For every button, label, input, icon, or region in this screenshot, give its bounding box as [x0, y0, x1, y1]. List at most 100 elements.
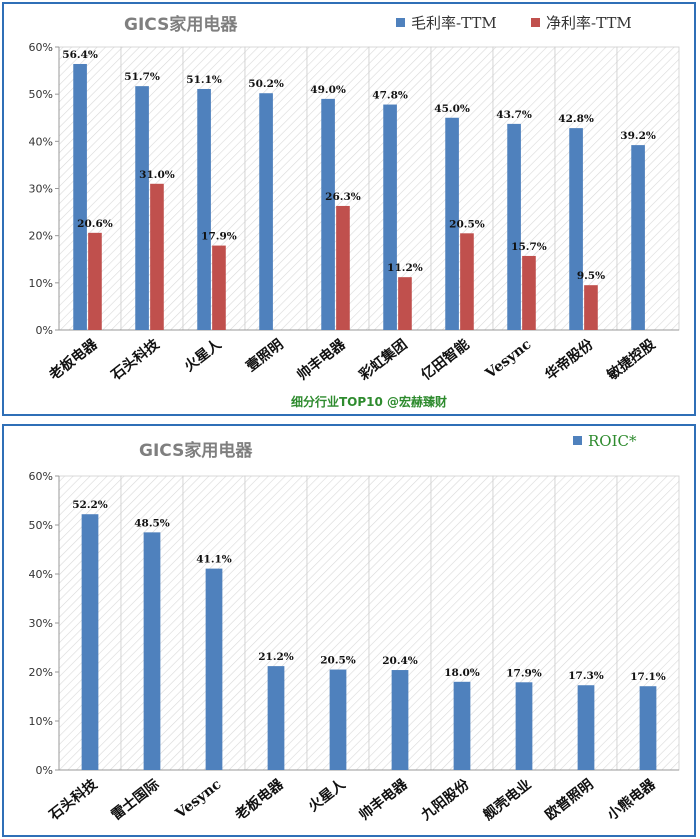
x-tick-label: 雷士国际 [108, 776, 163, 824]
data-label: 11.2% [387, 262, 423, 274]
x-tick-label: 老板电器 [232, 775, 287, 823]
data-label: 49.0% [310, 84, 346, 96]
data-label: 20.6% [77, 218, 113, 230]
data-label: 41.1% [196, 554, 232, 566]
data-label: 17.3% [568, 670, 604, 682]
x-tick-label: 石头科技 [45, 775, 101, 824]
bar-series-1 [383, 104, 397, 330]
bar-series-1 [81, 514, 99, 770]
bar-series-2 [88, 232, 102, 330]
chart-title: GICS家用电器 [124, 14, 238, 35]
data-label: 48.5% [134, 517, 170, 529]
bar-series-1 [391, 670, 409, 770]
data-label: 50.2% [248, 78, 284, 90]
bar-series-1 [569, 128, 583, 330]
y-tick-label: 30% [29, 183, 53, 196]
x-tick-label: Vesync [172, 777, 225, 823]
legend: 毛利率-TTM 净利率-TTM [396, 14, 632, 32]
y-tick-label: 60% [29, 470, 53, 483]
x-tick-label: 帅丰电器 [294, 335, 349, 383]
data-label: 51.1% [186, 74, 222, 86]
x-tick-label: 火星人 [305, 775, 349, 815]
x-tick-label: 华帝股份 [542, 335, 597, 383]
bar-series-1 [135, 86, 149, 330]
margin-chart: GICS家用电器 毛利率-TTM 净利率-TTM 0% 10% 20% 30% 40% 5… [29, 14, 680, 409]
data-label: 20.4% [382, 655, 418, 667]
y-tick-label: 40% [29, 135, 53, 148]
y-tick-label: 20% [29, 230, 53, 243]
bar-series-1 [639, 686, 657, 770]
x-tick-label: 石头科技 [107, 335, 163, 384]
x-tick-label: Vesync [482, 337, 535, 383]
data-label: 26.3% [325, 191, 361, 203]
data-label: 42.8% [558, 113, 594, 125]
legend-label-gross: 毛利率-TTM [411, 14, 497, 32]
y-tick-label: 0% [36, 324, 53, 337]
data-label: 43.7% [496, 109, 532, 121]
bar-series-1 [515, 682, 533, 770]
data-label: 17.1% [630, 671, 666, 683]
y-tick-label: 0% [36, 764, 53, 777]
bar-series-1 [577, 685, 595, 770]
y-tick-label: 50% [29, 519, 53, 532]
grid-column [244, 46, 308, 331]
data-label: 31.0% [139, 169, 175, 181]
bar-series-2 [150, 183, 164, 330]
x-tick-label: 亿田智能 [418, 336, 473, 384]
y-tick-label: 10% [29, 715, 53, 728]
bar-series-1 [453, 681, 471, 770]
x-tick-label: 舰壳电业 [480, 776, 535, 824]
data-label: 52.2% [72, 499, 108, 511]
x-tick-label: 九阳股份 [417, 775, 473, 824]
legend: ROIC* [573, 432, 637, 450]
x-tick-label: 壹照明 [243, 336, 287, 375]
bar-series-1 [329, 669, 347, 770]
y-tick-label: 30% [29, 617, 53, 630]
legend-label-roic: ROIC* [588, 432, 637, 450]
bar-series-1 [259, 93, 273, 331]
bar-series-1 [631, 145, 645, 330]
chart-title: GICS家用电器 [139, 440, 253, 461]
y-tick-label: 50% [29, 88, 53, 101]
bar-series-2 [584, 285, 598, 330]
data-label: 17.9% [201, 231, 237, 243]
y-tick-label: 40% [29, 568, 53, 581]
y-tick-label: 20% [29, 666, 53, 679]
data-label: 20.5% [449, 218, 485, 230]
bar-series-1 [321, 98, 335, 330]
data-label: 17.9% [506, 667, 542, 679]
x-tick-label: 帅丰电器 [356, 775, 411, 823]
chart-panel-roic: GICS家用电器 ROIC* 0% 10% 20% 30% 40% 50% 60% 52.2%… [2, 424, 696, 837]
bar-series-1 [197, 88, 211, 330]
data-label: 39.2% [620, 130, 656, 142]
plot-area: 0% 10% 20% 30% 40% 50% 60% 52.2% 48.5% 41.1% 21.2%… [29, 470, 680, 824]
legend-label-net: 净利率-TTM [546, 14, 632, 32]
data-label: 9.5% [577, 270, 605, 282]
data-label: 56.4% [62, 49, 98, 61]
data-label: 18.0% [444, 667, 480, 679]
bar-series-1 [143, 532, 161, 770]
data-label: 21.2% [258, 651, 294, 663]
bar-series-1 [73, 63, 87, 330]
plot-area: 0% 10% 20% 30% 40% 50% 60% 56.4% 51.7% 51.1% 50.2%… [29, 41, 680, 384]
bar-series-1 [205, 568, 223, 770]
bar-series-1 [445, 117, 459, 330]
roic-chart: GICS家用电器 ROIC* 0% 10% 20% 30% 40% 50% 60% 52.2%… [29, 432, 680, 824]
legend-swatch-gross [396, 18, 405, 27]
x-tick-label: 老板电器 [46, 335, 101, 383]
legend-swatch-roic [573, 436, 582, 445]
bar-series-1 [507, 123, 521, 330]
grid-column [182, 46, 246, 331]
data-label: 20.5% [320, 655, 356, 667]
x-tick-label: 敏捷控股 [603, 335, 659, 384]
x-tick-label: 彩虹集团 [355, 336, 410, 384]
bar-series-2 [398, 277, 412, 330]
data-label: 45.0% [434, 103, 470, 115]
bar-series-2 [460, 233, 474, 330]
bar-series-1 [267, 666, 285, 770]
chart-caption: 细分行业TOP10 @宏赫臻财 [291, 394, 447, 409]
bar-series-2 [336, 205, 350, 330]
bar-series-2 [522, 255, 536, 330]
legend-swatch-net [531, 18, 540, 27]
x-tick-label: 火星人 [181, 335, 225, 375]
